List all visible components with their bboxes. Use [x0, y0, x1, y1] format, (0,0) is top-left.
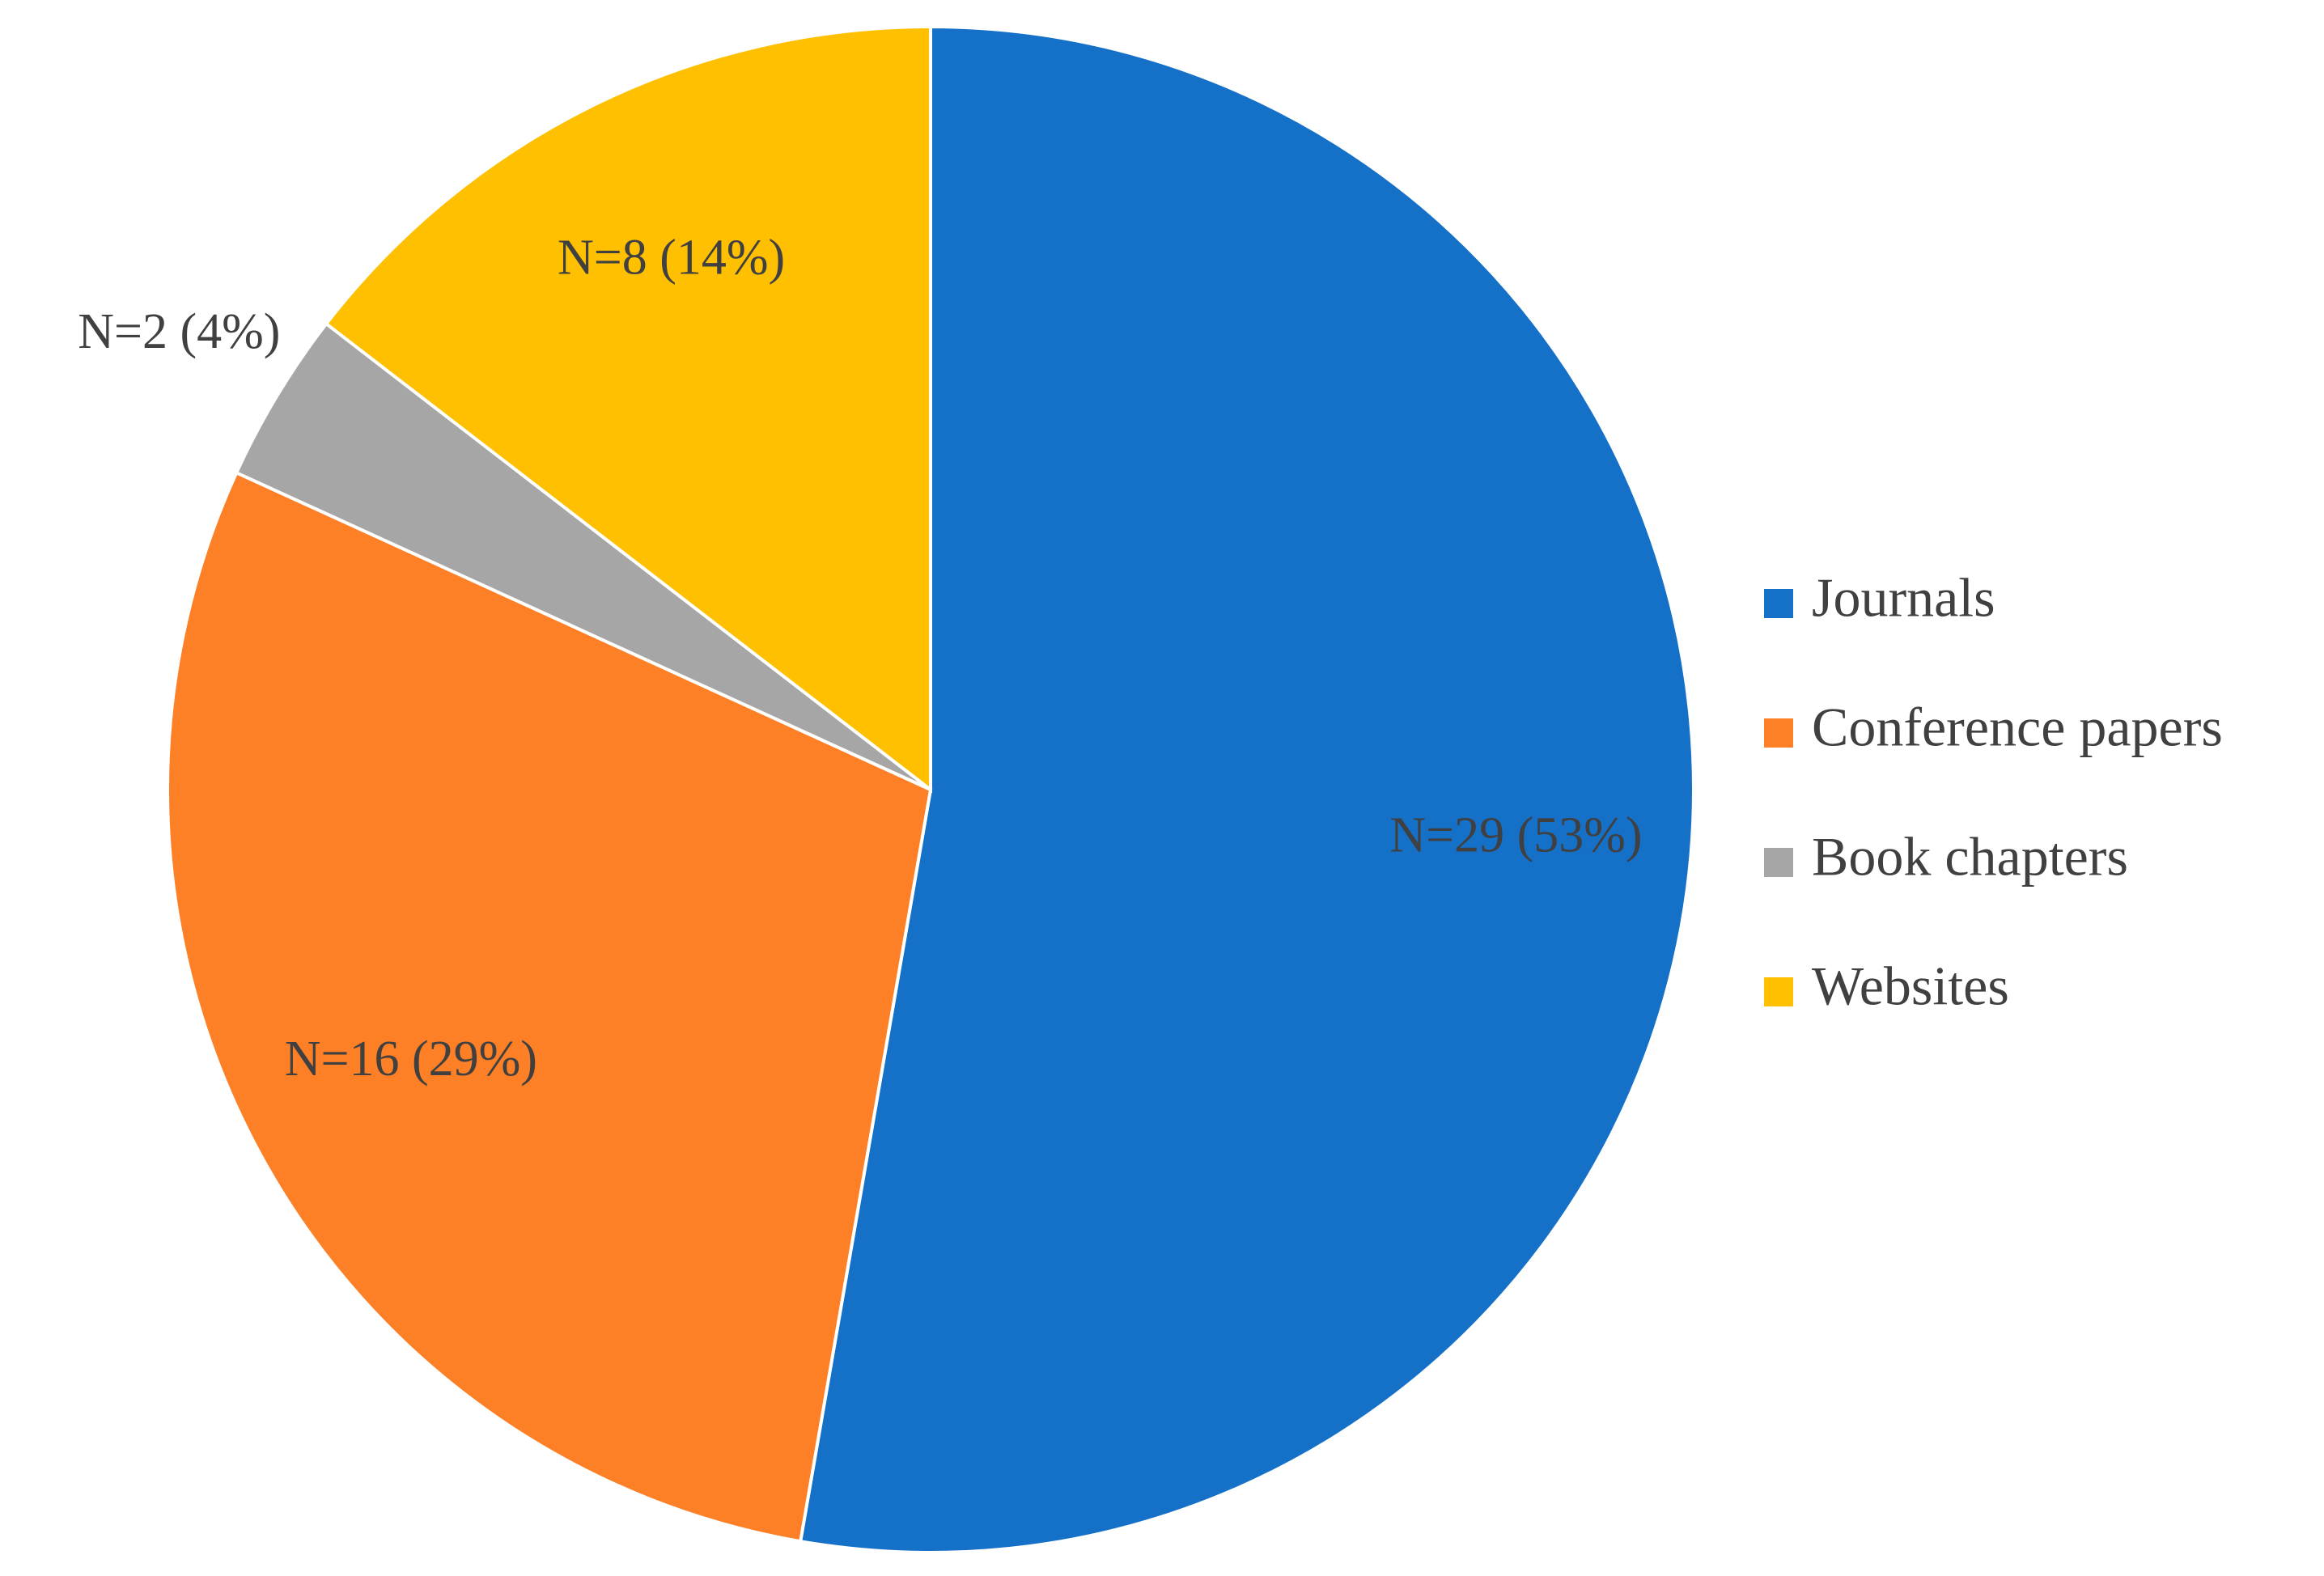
legend-swatch: [1764, 589, 1793, 618]
legend-label: Conference papers: [1812, 697, 2223, 758]
legend-swatch: [1764, 848, 1793, 877]
legend-label: Book chapters: [1812, 826, 2128, 888]
legend-swatch: [1764, 718, 1793, 748]
pie-slice: [324, 24, 932, 794]
legend-swatch: [1764, 977, 1793, 1006]
legend-label: Websites: [1812, 955, 2009, 1017]
data-label: N=29 (53%): [1389, 807, 1642, 862]
data-label: N=16 (29%): [285, 1032, 537, 1087]
pie-slice: [166, 470, 933, 1544]
pie-slice: [798, 24, 1695, 1554]
legend-label: Journals: [1812, 567, 1995, 629]
pie-slice: [234, 321, 932, 791]
data-label: N=8 (14%): [558, 231, 785, 286]
data-label: N=2 (4%): [78, 304, 280, 359]
